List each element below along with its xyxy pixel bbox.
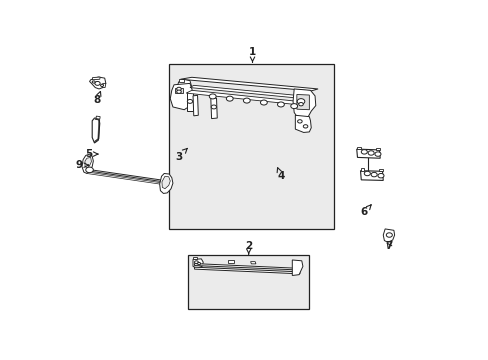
Circle shape [298,103,303,106]
Circle shape [95,81,100,85]
Polygon shape [193,257,196,260]
Circle shape [85,167,93,173]
Circle shape [187,99,192,103]
Polygon shape [295,115,311,132]
Circle shape [211,105,216,109]
Circle shape [176,90,181,93]
Polygon shape [82,154,93,174]
Polygon shape [87,172,168,185]
Polygon shape [180,77,317,91]
Circle shape [364,171,369,176]
Polygon shape [170,84,193,110]
Circle shape [197,262,200,265]
Polygon shape [186,92,193,111]
Circle shape [361,150,366,154]
Circle shape [243,98,250,103]
Polygon shape [296,94,309,110]
Polygon shape [210,98,217,118]
Circle shape [209,94,216,99]
Circle shape [226,96,233,101]
Polygon shape [292,260,302,275]
Polygon shape [92,118,100,143]
Text: 3: 3 [175,148,187,162]
Text: 4: 4 [277,168,284,181]
Text: 9: 9 [75,160,88,170]
Circle shape [303,125,307,128]
Text: 1: 1 [248,46,256,62]
Circle shape [370,172,376,177]
Polygon shape [194,264,297,270]
Text: 6: 6 [360,205,370,217]
Polygon shape [92,77,100,80]
Polygon shape [89,77,105,89]
Circle shape [92,81,95,83]
Polygon shape [186,90,303,105]
Polygon shape [360,168,364,171]
Polygon shape [379,169,383,171]
Circle shape [377,174,383,178]
Circle shape [386,233,391,237]
Polygon shape [292,89,315,120]
Circle shape [297,120,302,123]
Polygon shape [96,116,100,119]
Polygon shape [162,176,170,189]
Text: 8: 8 [93,91,101,105]
Circle shape [367,151,373,155]
Circle shape [290,104,297,109]
Polygon shape [193,259,203,268]
Bar [188,255,309,309]
Circle shape [101,84,103,86]
Polygon shape [227,260,233,263]
Polygon shape [250,262,255,264]
Polygon shape [176,79,191,102]
Bar [169,64,333,229]
Polygon shape [85,157,91,168]
Polygon shape [360,171,383,180]
Polygon shape [193,95,198,116]
Polygon shape [87,169,168,183]
Circle shape [374,152,380,156]
Text: 2: 2 [244,241,252,254]
Polygon shape [356,147,360,149]
Text: 5: 5 [84,149,98,159]
Circle shape [297,99,304,104]
Polygon shape [376,148,380,150]
Circle shape [176,87,181,91]
Polygon shape [159,174,173,193]
Circle shape [260,100,267,105]
Polygon shape [383,229,394,242]
Polygon shape [194,267,299,274]
Text: 7: 7 [385,240,392,251]
Polygon shape [178,79,184,82]
Polygon shape [102,84,105,87]
Polygon shape [356,149,380,158]
Circle shape [277,102,284,107]
Circle shape [194,261,198,264]
Polygon shape [175,87,183,93]
Polygon shape [189,85,307,99]
